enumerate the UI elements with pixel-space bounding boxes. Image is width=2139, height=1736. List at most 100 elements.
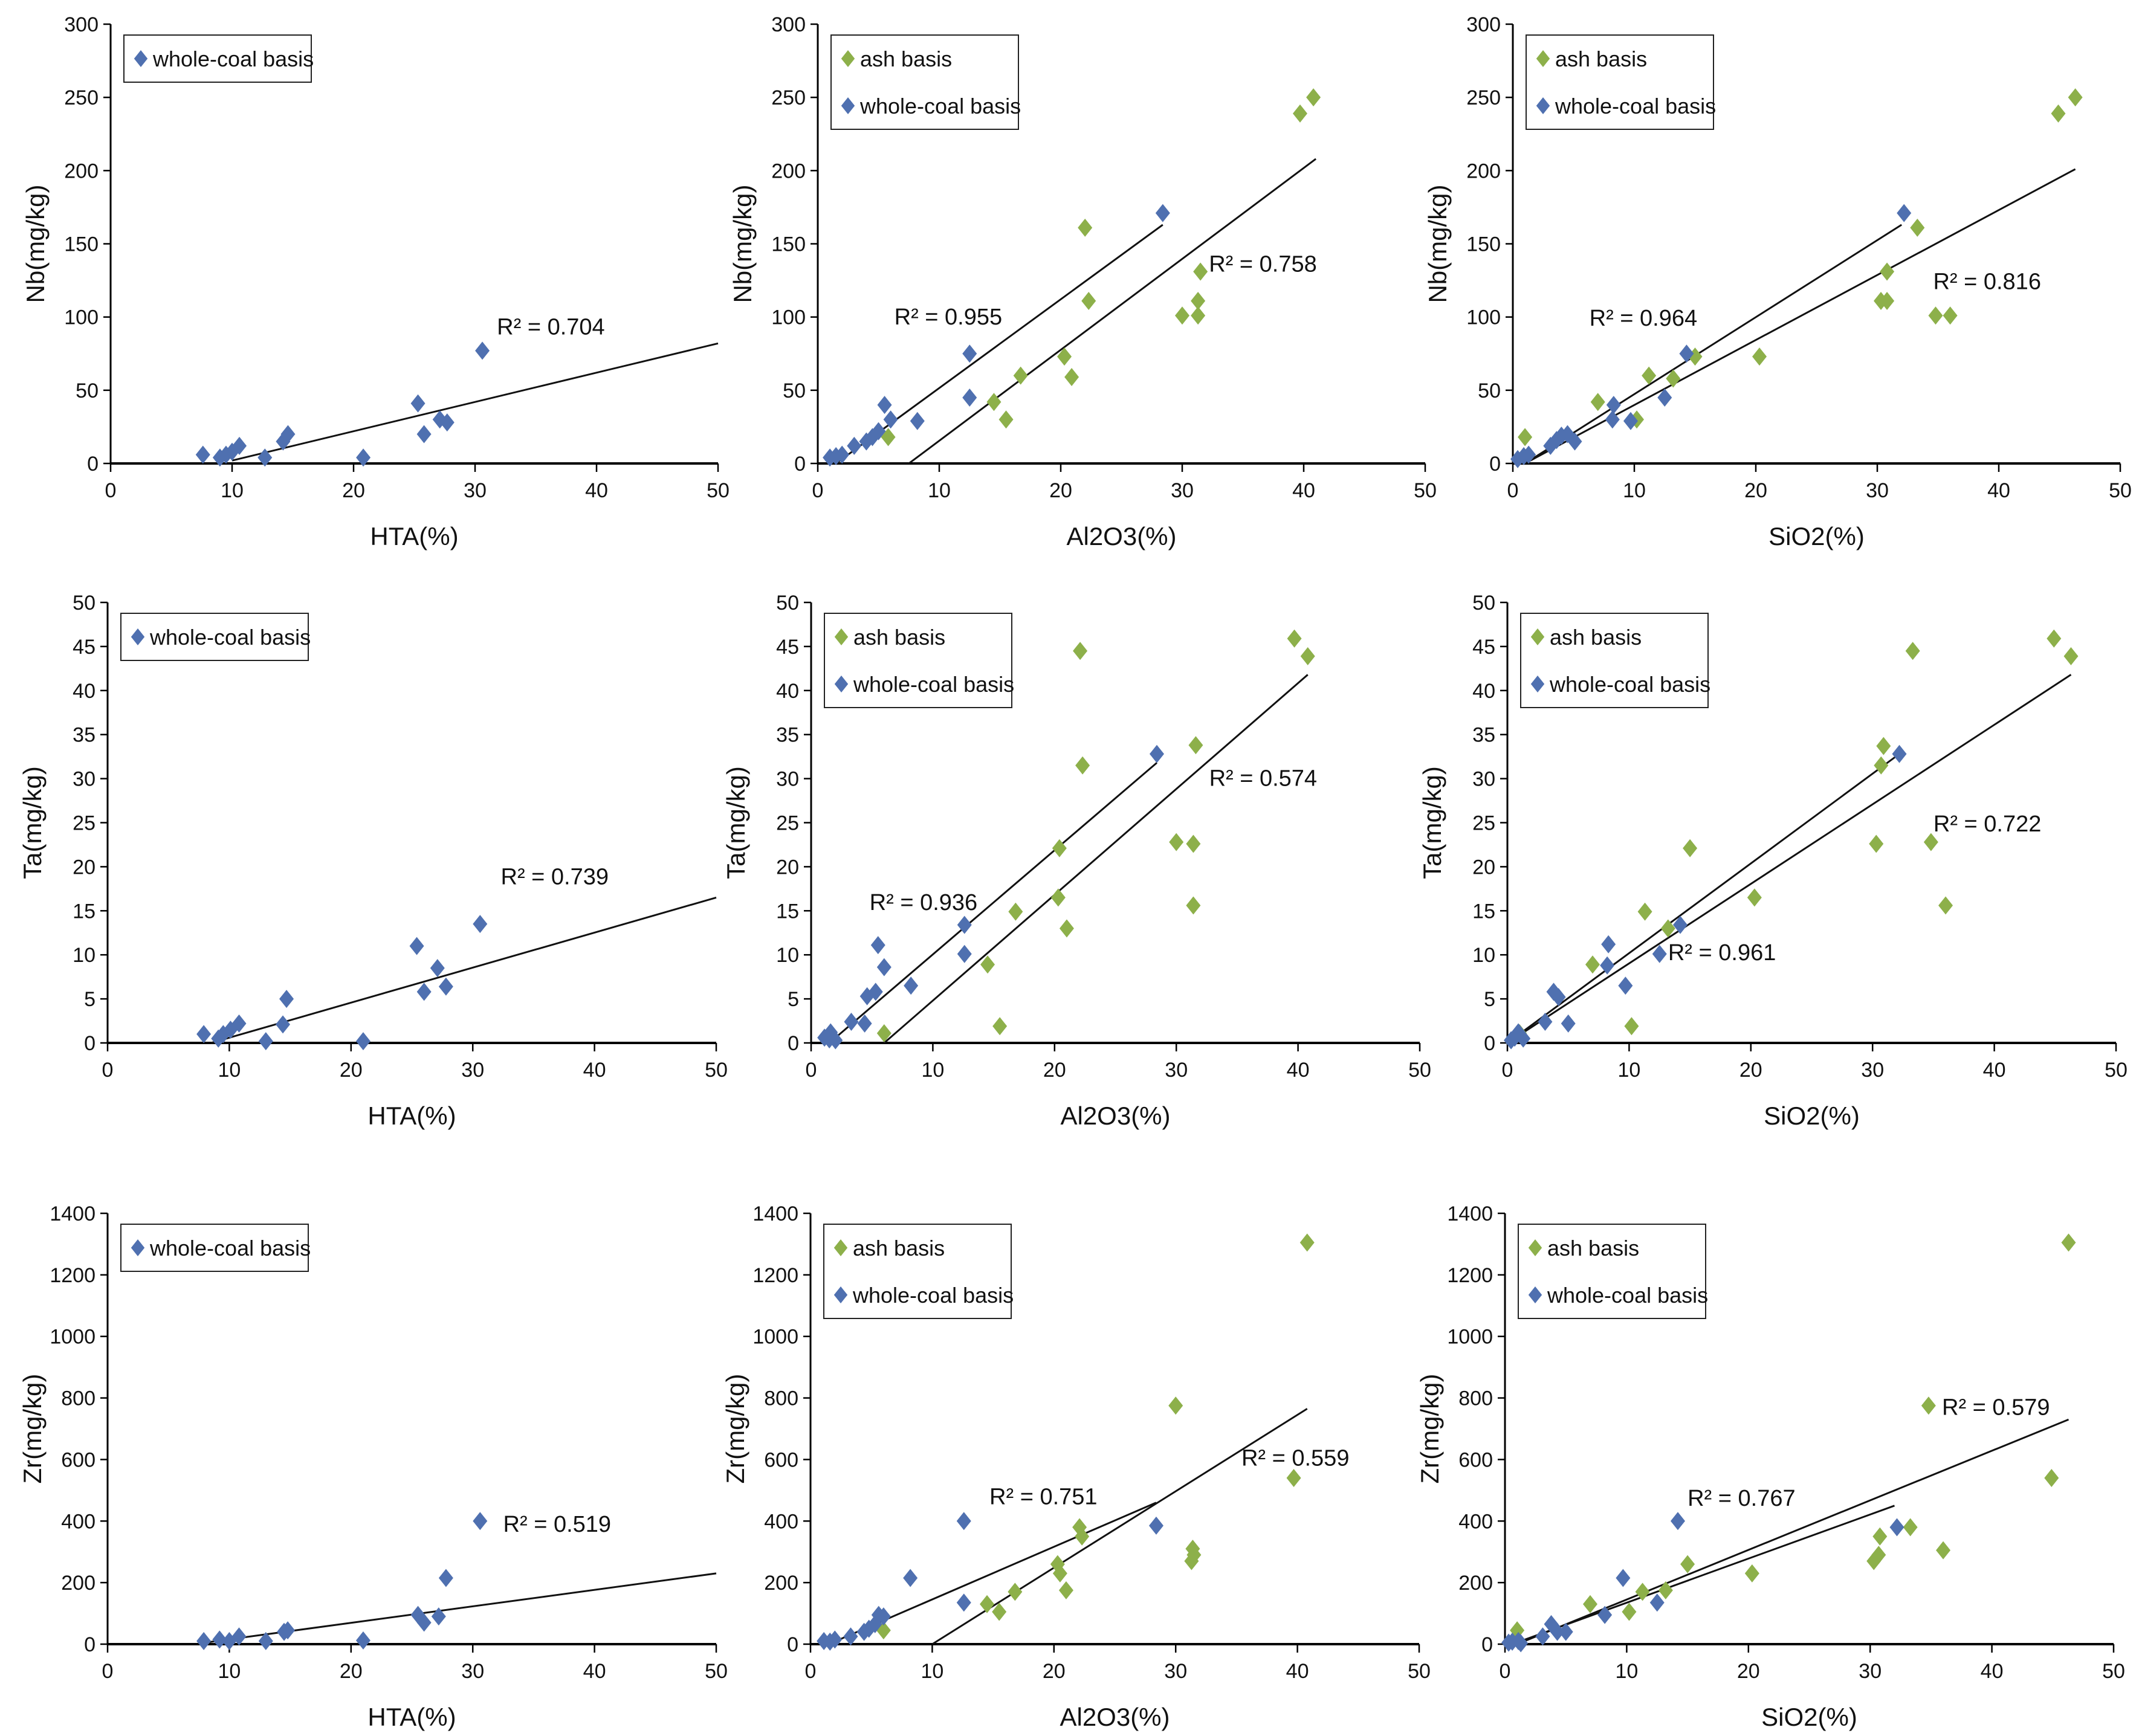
data-point-ash-basis	[1903, 1518, 1918, 1537]
data-point-whole-coal-basis	[212, 1630, 227, 1649]
data-point-ash-basis	[1299, 1233, 1315, 1252]
x-tick-label: 40	[1983, 1059, 2006, 1082]
data-point-ash-basis	[1078, 218, 1093, 237]
x-tick-label: 0	[1500, 1660, 1511, 1683]
r-squared-label: R² = 0.964	[1590, 306, 1698, 331]
legend-label: ash basis	[1547, 1236, 1639, 1260]
legend-label: ash basis	[853, 1236, 945, 1260]
data-point-whole-coal-basis	[910, 411, 925, 430]
trendline-whole-coal-basis	[1524, 224, 1903, 465]
data-point-whole-coal-basis	[1155, 204, 1170, 222]
data-point-whole-coal-basis	[1605, 410, 1620, 429]
y-tick-label: 100	[771, 306, 806, 329]
y-tick-label: 50	[73, 592, 95, 615]
legend-box	[1520, 613, 1709, 708]
x-tick-label: 40	[1292, 479, 1315, 502]
data-point-ash-basis	[1874, 756, 1889, 775]
y-tick-label: 250	[1466, 86, 1501, 109]
r-squared-label: R² = 0.961	[1668, 940, 1776, 966]
y-tick-label: 35	[1472, 724, 1495, 747]
legend-label: ash basis	[853, 625, 945, 650]
data-point-ash-basis	[1921, 1396, 1936, 1415]
x-tick-label: 20	[1739, 1059, 1762, 1082]
x-tick-label: 50	[705, 1059, 728, 1082]
data-point-whole-coal-basis	[883, 410, 898, 429]
data-point-ash-basis	[1059, 919, 1074, 938]
data-point-ash-basis	[1938, 896, 1953, 915]
x-axis-label: HTA(%)	[370, 522, 458, 550]
data-point-whole-coal-basis	[196, 1631, 212, 1650]
data-point-whole-coal-basis	[431, 1607, 446, 1626]
y-axis-label: Nb(mg/kg)	[728, 184, 757, 303]
y-axis-label: Zr(mg/kg)	[18, 1374, 47, 1484]
chart-panel-1: 0 50 100 150 200 250 300 0 10 20 30 40 50 HTA(%) Nb(mg…	[21, 13, 730, 550]
data-point-whole-coal-basis	[1672, 915, 1688, 934]
data-point-ash-basis	[1050, 888, 1066, 907]
data-point-whole-coal-basis	[416, 1613, 432, 1632]
data-point-whole-coal-basis	[1513, 1634, 1529, 1653]
legend-label: whole-coal basis	[152, 47, 314, 71]
y-axis-label: Nb(mg/kg)	[21, 184, 50, 303]
data-point-ash-basis	[1191, 292, 1206, 311]
legend-marker	[841, 97, 855, 114]
y-axis-label: Ta(mg/kg)	[722, 766, 750, 879]
y-tick-label: 200	[771, 160, 806, 182]
data-point-ash-basis	[1683, 839, 1698, 857]
data-point-whole-coal-basis	[356, 448, 371, 467]
y-tick-label: 150	[1466, 233, 1501, 256]
x-tick-label: 10	[218, 1059, 241, 1082]
legend-box	[830, 34, 1019, 130]
data-point-ash-basis	[1008, 1583, 1023, 1601]
x-tick-label: 20	[1043, 1660, 1066, 1683]
data-point-ash-basis	[1635, 1583, 1650, 1601]
x-tick-label: 20	[340, 1059, 363, 1082]
trendline-whole-coal-basis	[210, 896, 717, 1044]
data-point-whole-coal-basis	[876, 958, 892, 976]
legend-marker	[841, 50, 855, 67]
y-tick-label: 40	[73, 680, 95, 703]
y-tick-label: 50	[76, 379, 99, 402]
legend-marker	[1528, 1286, 1542, 1303]
y-tick-label: 300	[1466, 13, 1501, 36]
data-point-whole-coal-basis	[473, 1512, 488, 1531]
data-point-whole-coal-basis	[957, 944, 972, 963]
legend-label: whole-coal basis	[1549, 672, 1710, 697]
data-point-ash-basis	[1057, 347, 1072, 366]
x-tick-label: 0	[1502, 1059, 1513, 1082]
data-point-whole-coal-basis	[957, 915, 972, 934]
data-point-ash-basis	[992, 1017, 1008, 1036]
data-point-ash-basis	[1186, 1546, 1202, 1564]
data-point-ash-basis	[2061, 1233, 2076, 1252]
data-point-whole-coal-basis	[195, 445, 210, 464]
y-tick-label: 15	[776, 900, 799, 923]
y-axis-label: Zr(mg/kg)	[721, 1374, 749, 1484]
legend-marker	[833, 1286, 848, 1303]
data-point-whole-coal-basis	[1601, 935, 1616, 954]
y-tick-label: 20	[776, 856, 799, 879]
x-axis-label: SiO2(%)	[1768, 522, 1865, 550]
x-tick-label: 50	[705, 1660, 728, 1683]
y-tick-label: 800	[61, 1387, 95, 1410]
y-tick-label: 600	[1458, 1448, 1493, 1471]
trendline-whole-coal-basis	[231, 342, 719, 462]
x-tick-label: 10	[218, 1660, 241, 1683]
x-tick-label: 0	[1507, 479, 1519, 502]
data-point-ash-basis	[876, 1024, 892, 1042]
x-tick-label: 50	[2102, 1660, 2125, 1683]
y-tick-label: 1000	[1447, 1326, 1493, 1349]
legend-box	[824, 613, 1012, 708]
data-point-whole-coal-basis	[904, 976, 919, 995]
data-point-ash-basis	[1193, 262, 1208, 281]
trendline-ash-basis	[908, 158, 1316, 465]
r-squared-label: R² = 0.579	[1942, 1395, 2050, 1421]
x-tick-label: 10	[921, 1059, 944, 1082]
x-tick-label: 30	[461, 1059, 484, 1082]
x-tick-label: 40	[585, 479, 608, 502]
y-tick-label: 20	[73, 856, 95, 879]
data-point-whole-coal-basis	[844, 1013, 859, 1031]
x-axis-label: SiO2(%)	[1764, 1102, 1860, 1130]
chart-panel-6: 0 5 10 15 20 25 30 35 40 45 50 0 10 20 30 40 50 SiO2(%) Ta…	[1418, 592, 2128, 1130]
y-tick-label: 20	[1472, 856, 1495, 879]
y-tick-label: 15	[73, 900, 95, 923]
data-point-ash-basis	[1880, 262, 1895, 281]
